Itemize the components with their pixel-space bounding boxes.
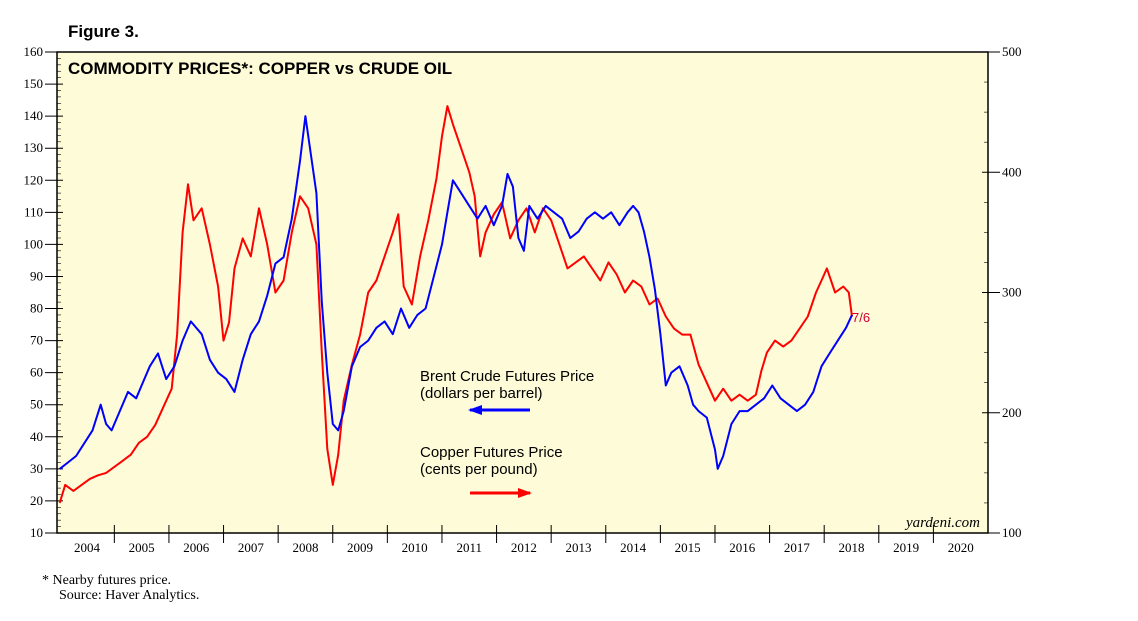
x-tick-label: 2007	[238, 540, 265, 555]
right-tick-label: 200	[1002, 405, 1022, 420]
x-tick-label: 2016	[729, 540, 756, 555]
annotation-text: (dollars per barrel)	[420, 385, 543, 402]
left-tick-label: 20	[30, 493, 43, 508]
left-axis: 10 20 30 40 50 60 70 80 90 100 110 120 130 140 150 160	[24, 44, 63, 540]
x-tick-label: 2019	[893, 540, 919, 555]
watermark: yardeni.com	[904, 515, 980, 531]
x-tick-label: 2011	[456, 540, 482, 555]
footnote-note: * Nearby futures price.	[42, 573, 172, 588]
annotations: Brent Crude Futures Price(dollars per ba…	[420, 368, 594, 498]
right-tick-label: 300	[1002, 285, 1022, 300]
right-tick-label: 400	[1002, 164, 1022, 179]
x-tick-label: 2009	[347, 540, 373, 555]
annotation-text: Copper Futures Price	[420, 444, 563, 461]
x-tick-label: 2012	[511, 540, 537, 555]
x-tick-label: 2004	[74, 540, 101, 555]
right-axis: 100 200 300 400 500	[982, 44, 1022, 540]
left-tick-label: 10	[30, 525, 43, 540]
figure-label: Figure 3.	[68, 22, 139, 41]
x-tick-label: 2017	[784, 540, 811, 555]
x-tick-label: 2015	[675, 540, 701, 555]
left-tick-label: 40	[30, 429, 43, 444]
x-tick-label: 2018	[838, 540, 864, 555]
x-tick-label: 2005	[129, 540, 155, 555]
left-tick-label: 70	[30, 333, 43, 348]
plot-frame	[56, 51, 989, 534]
left-tick-label: 120	[24, 172, 44, 187]
footnote-source: Source: Haver Analytics.	[59, 588, 200, 603]
left-tick-label: 140	[24, 108, 44, 123]
right-tick-label: 100	[1002, 525, 1022, 540]
x-tick-label: 2014	[620, 540, 647, 555]
left-tick-label: 30	[30, 461, 43, 476]
brent-crude-line	[59, 115, 853, 470]
x-tick-label: 2013	[565, 540, 591, 555]
left-tick-label: 80	[30, 301, 43, 316]
series-layer	[58, 105, 853, 504]
left-tick-label: 50	[30, 397, 43, 412]
annotation-text: Brent Crude Futures Price	[420, 368, 594, 385]
footnote: * Nearby futures price. Source: Haver An…	[42, 573, 199, 603]
annotation-text: (cents per pound)	[420, 461, 538, 478]
left-tick-label: 130	[24, 140, 44, 155]
annotation-arrow-head	[518, 488, 532, 498]
left-tick-label: 160	[24, 44, 44, 59]
left-tick-label: 60	[30, 365, 43, 380]
left-tick-label: 100	[24, 236, 44, 251]
chart: 102030405060708090100110120130140150160 …	[24, 44, 1022, 555]
left-tick-label: 90	[30, 268, 43, 283]
annotation-arrow-head	[468, 405, 482, 415]
x-tick-label: 2020	[948, 540, 974, 555]
chart-title: COMMODITY PRICES*: COPPER vs CRUDE OIL	[68, 59, 452, 78]
plot-background	[57, 52, 988, 533]
x-axis: 2004 2005 2006 2007 2008 2009 2010 2011 2012 2013…	[74, 525, 974, 555]
left-tick-label: 150	[24, 76, 44, 91]
copper-line	[58, 105, 853, 504]
right-tick-label: 500	[1002, 44, 1022, 59]
left-tick-label: 110	[24, 204, 43, 219]
x-tick-label: 2006	[183, 540, 210, 555]
x-tick-label: 2008	[292, 540, 318, 555]
x-tick-label: 2010	[402, 540, 428, 555]
end-date-label: 7/6	[852, 310, 870, 325]
